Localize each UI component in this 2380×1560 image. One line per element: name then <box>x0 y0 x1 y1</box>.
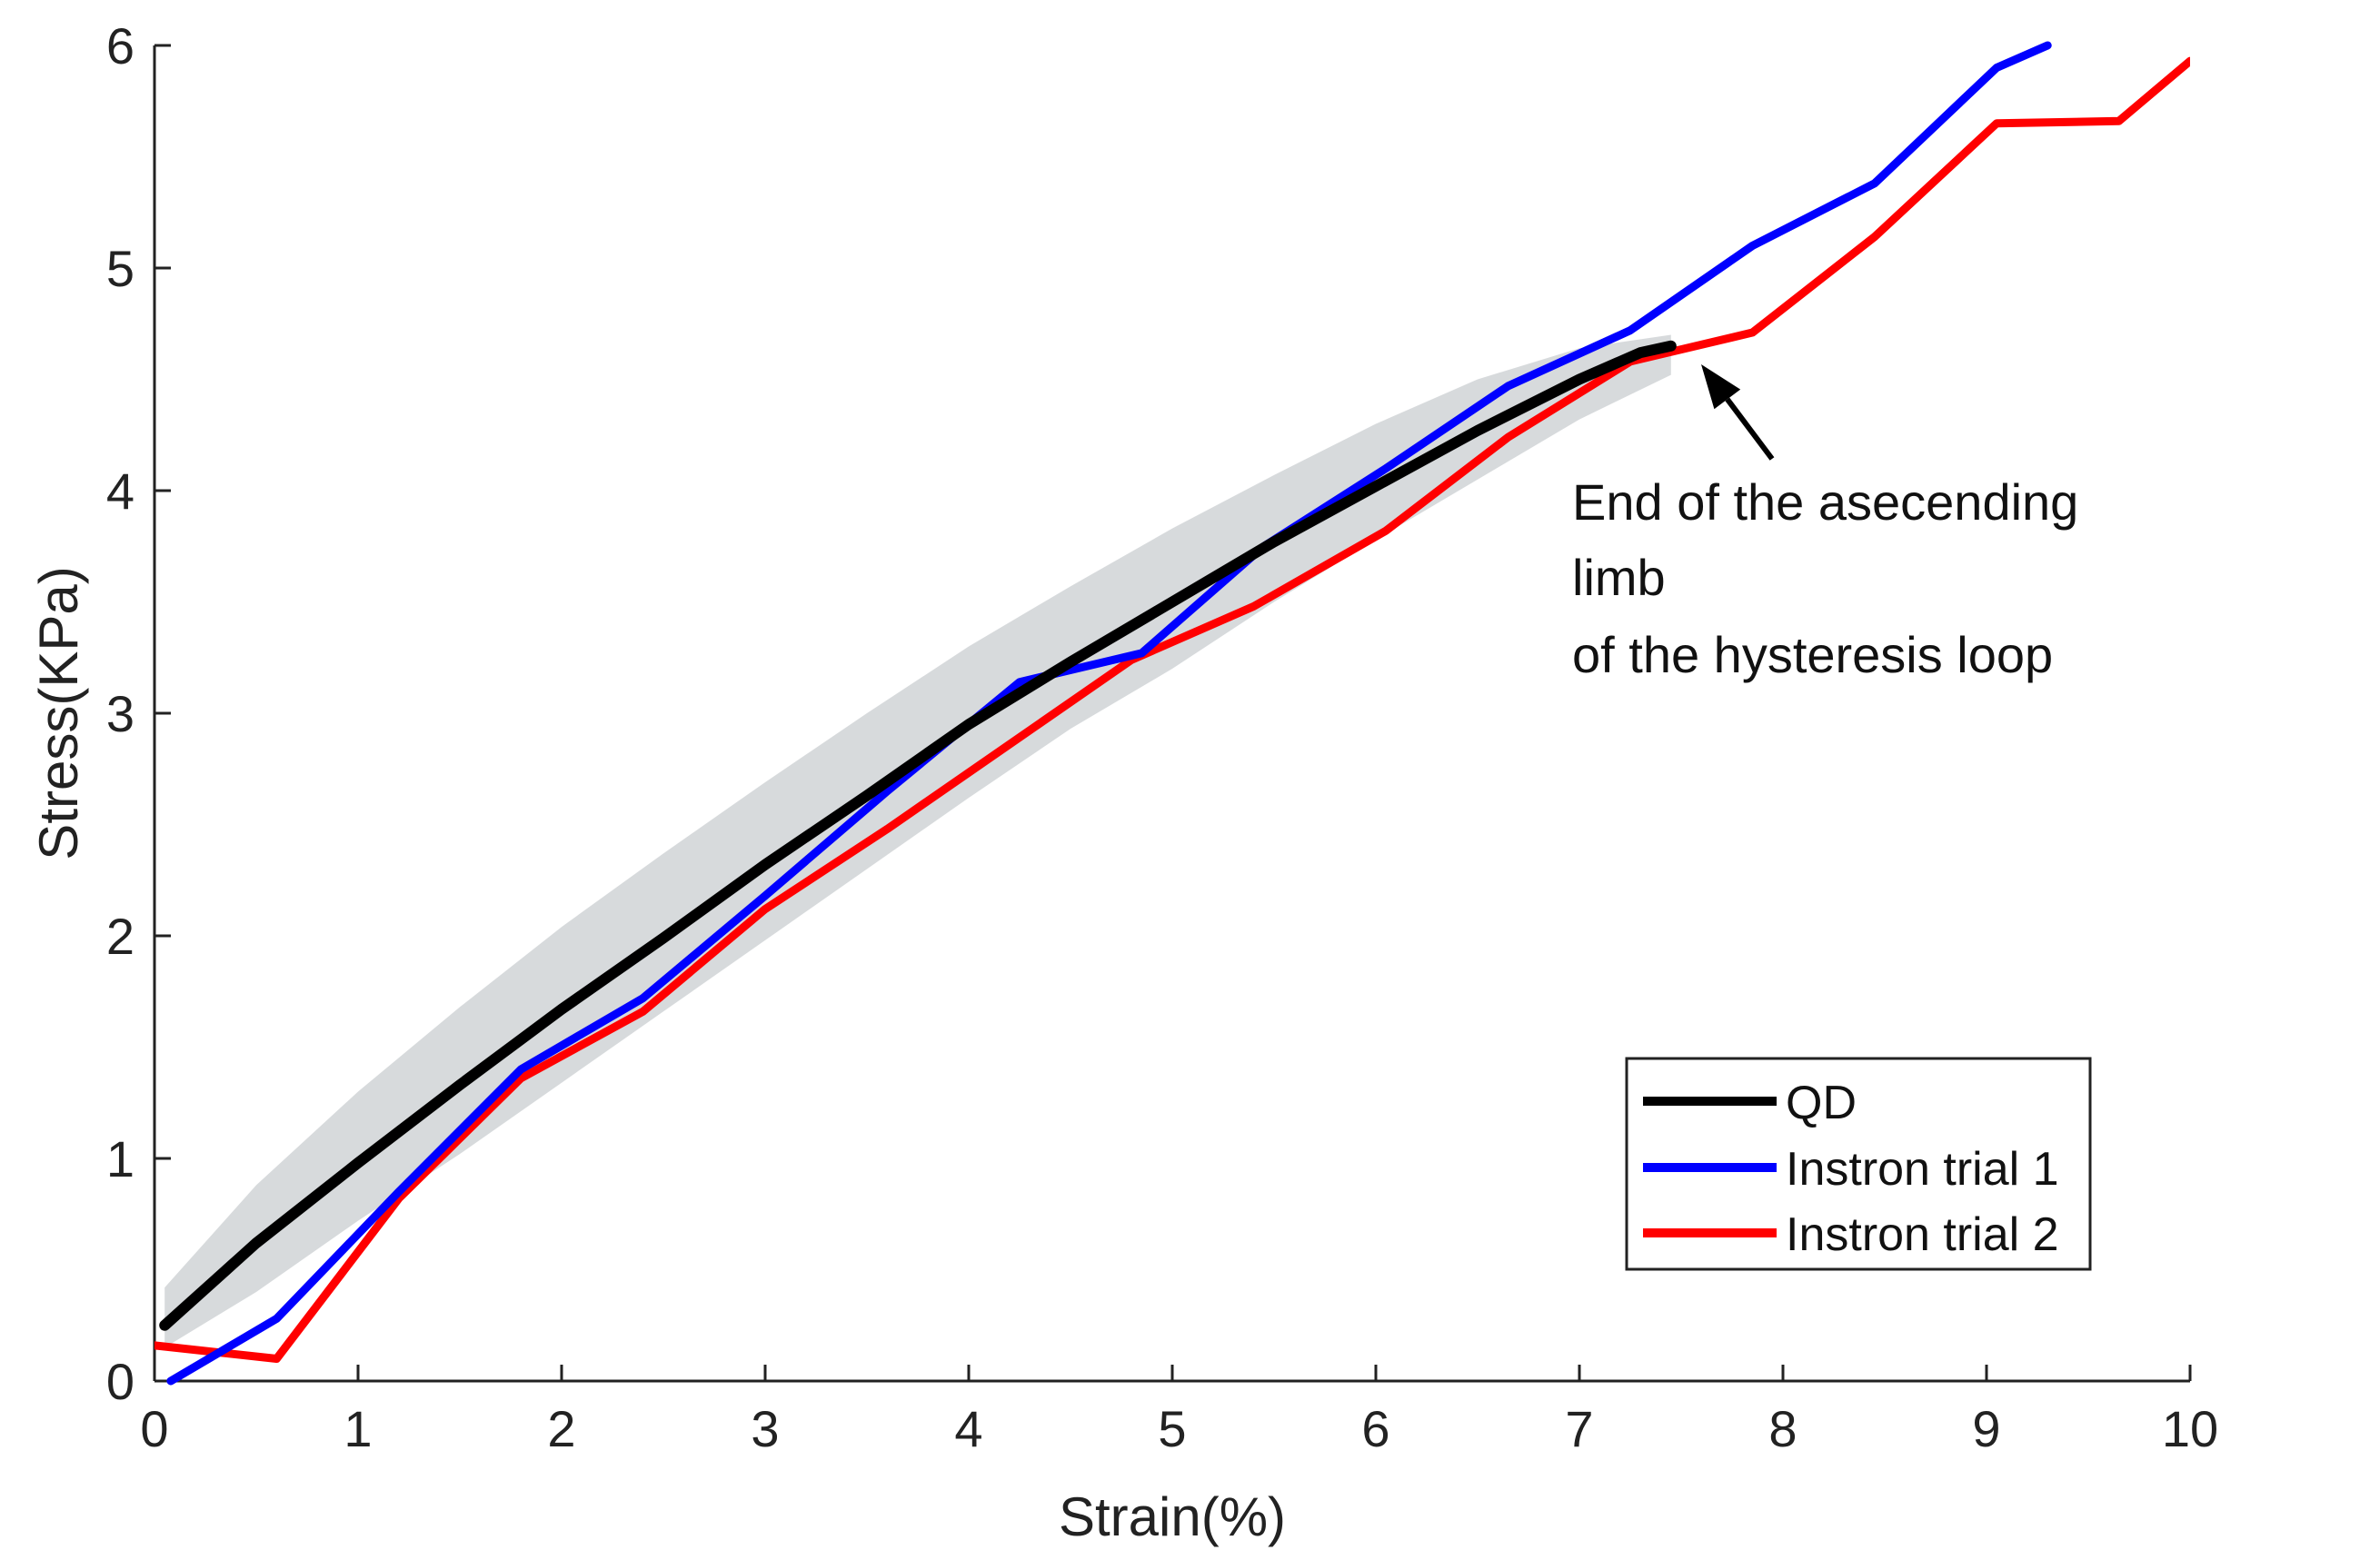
legend-label-qd: QD <box>1786 1077 1857 1129</box>
x-tick-label: 10 <box>2162 1400 2218 1457</box>
annotation-line-1: End of the asecending <box>1572 473 2078 531</box>
x-tick-label: 3 <box>751 1400 779 1457</box>
series-line-instron-trial-1 <box>166 41 2052 1386</box>
legend-label-trial2: Instron trial 2 <box>1786 1208 2059 1261</box>
band-layer <box>164 334 1671 1348</box>
x-tick-label: 9 <box>1972 1400 2000 1457</box>
y-ticks: 0 1 2 3 4 5 6 <box>106 17 171 1410</box>
series-line-qd <box>159 340 1677 1331</box>
x-tick-label: 0 <box>140 1400 168 1457</box>
x-tick-label: 5 <box>1158 1400 1186 1457</box>
x-tick-label: 2 <box>547 1400 575 1457</box>
legend: QD Instron trial 1 Instron trial 2 <box>1625 1057 2092 1271</box>
annotation-line-2: limb <box>1572 549 1666 606</box>
y-tick-label: 0 <box>106 1353 134 1410</box>
annotation: End of the asecending limb of the hyster… <box>1572 364 2078 683</box>
y-tick-label: 1 <box>106 1130 134 1187</box>
x-tick-label: 8 <box>1768 1400 1797 1457</box>
series-line-instron-trial-2 <box>154 56 2190 1363</box>
qd-spread-band <box>164 334 1671 1348</box>
x-tick-label: 1 <box>344 1400 372 1457</box>
y-tick-label: 2 <box>106 908 134 965</box>
x-tick-label: 7 <box>1565 1400 1593 1457</box>
series-layer <box>154 41 2190 1386</box>
y-tick-label: 3 <box>106 685 134 742</box>
annotation-arrow <box>1725 397 1775 461</box>
legend-label-trial1: Instron trial 1 <box>1786 1143 2059 1196</box>
x-ticks: 0 1 2 3 4 5 6 7 8 9 10 <box>140 1365 2218 1457</box>
y-tick-label: 4 <box>106 462 134 520</box>
y-axis-title: Stress(KPa) <box>28 566 89 859</box>
annotation-arrow-head <box>1701 364 1741 410</box>
annotation-line-3: of the hysteresis loop <box>1572 626 2053 683</box>
x-tick-label: 4 <box>954 1400 982 1457</box>
x-tick-label: 6 <box>1361 1400 1389 1457</box>
y-tick-label: 6 <box>106 17 134 75</box>
x-axis-title: Strain(%) <box>1059 1486 1286 1547</box>
y-tick-label: 5 <box>106 240 134 297</box>
